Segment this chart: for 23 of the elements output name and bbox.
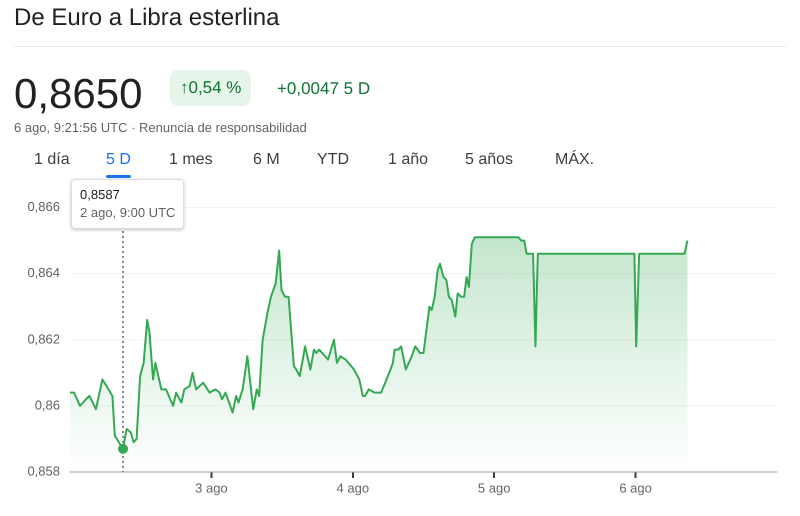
x-tick-label: 4 ago <box>336 480 370 496</box>
text: MÁX. <box>555 151 594 169</box>
text: ↑0,54 % <box>170 70 252 106</box>
y-tick-label: 0,86 <box>34 397 60 412</box>
text: 5 años <box>465 151 514 169</box>
text: 5 D <box>106 151 131 169</box>
y-tick-label: 0,858 <box>27 464 60 479</box>
y-tick-label: 0,862 <box>27 331 60 346</box>
text: 1 día <box>34 151 70 169</box>
text: 6 M <box>253 151 280 169</box>
x-tick-label: 5 ago <box>478 480 510 496</box>
text: 1 año <box>388 151 428 169</box>
x-tick-label: 3 ago <box>195 480 228 496</box>
y-tick-label: 0,866 <box>27 199 60 214</box>
text: 6 ago, 9:21:56 UTC · Renuncia de responsabilidad <box>14 120 307 135</box>
text: +0,0047 5 D <box>277 79 370 99</box>
y-tick-label: 0,864 <box>27 265 60 280</box>
text: 0,8650 <box>14 70 142 118</box>
x-tick-label: 6 ago <box>619 480 652 496</box>
text: 1 mes <box>169 151 213 169</box>
chart-title: De Euro a Libra esterlina <box>14 4 280 32</box>
ref-line-label: 0,8587 2 ago, 9:00 UTC <box>80 186 176 222</box>
text: YTD <box>317 151 349 169</box>
